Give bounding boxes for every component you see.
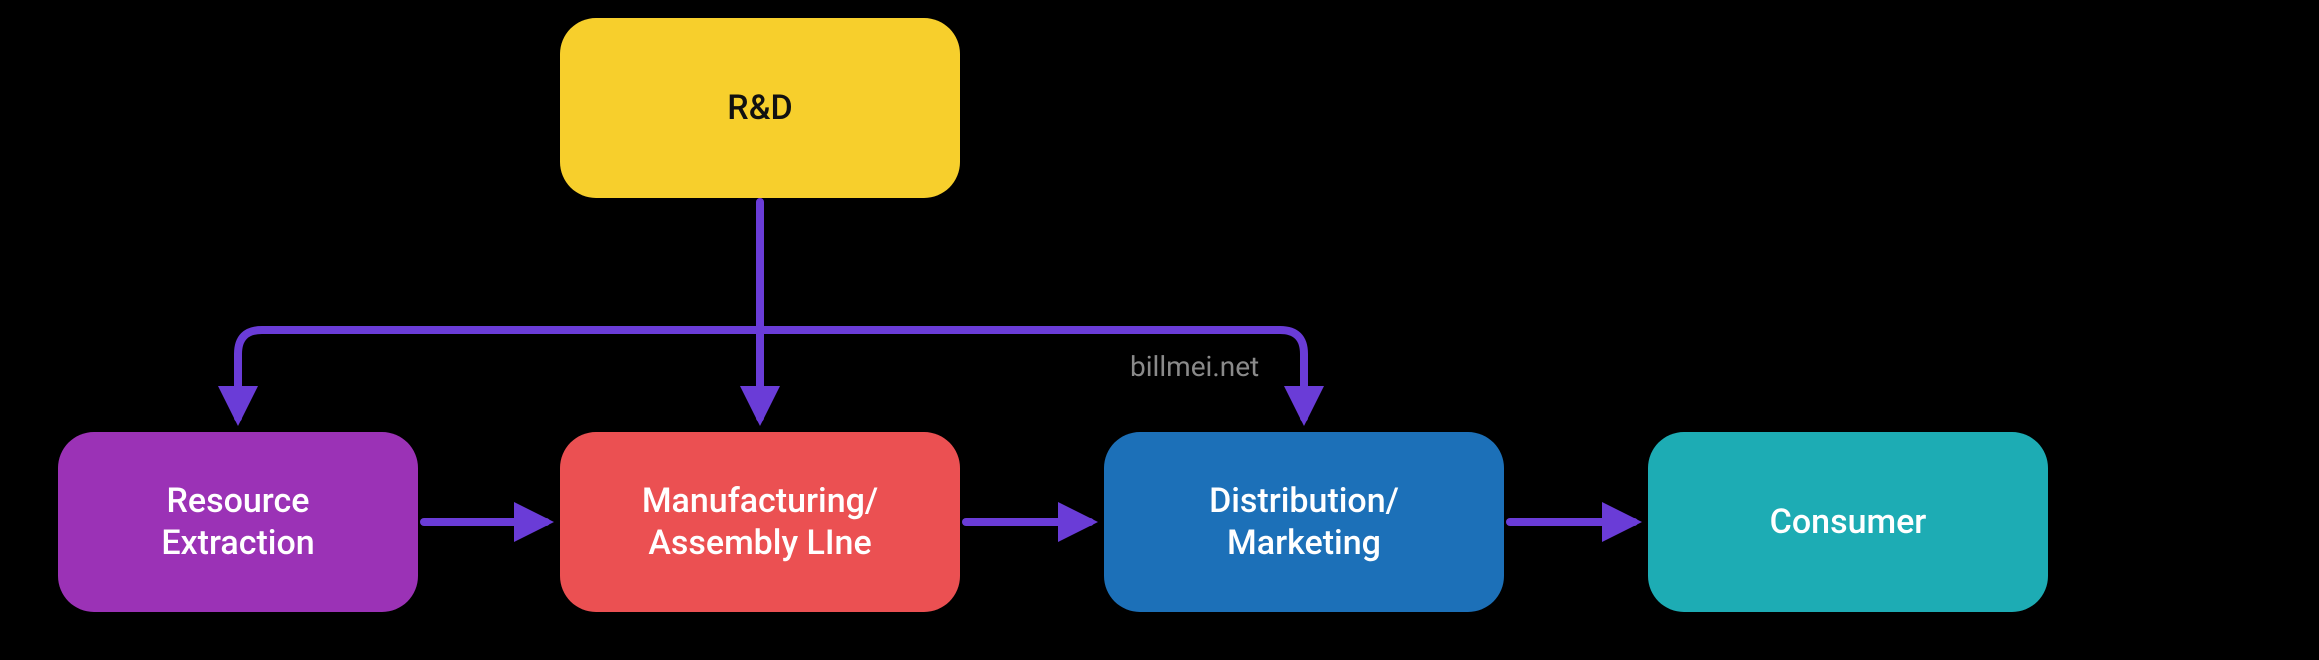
- node-consumer: Consumer: [1648, 432, 2048, 612]
- node-consumer-label: Consumer: [1770, 501, 1927, 544]
- watermark-text: billmei.net: [1130, 350, 1259, 383]
- node-manufacturing-label: Manufacturing/ Assembly LIne: [592, 480, 928, 565]
- watermark-label: billmei.net: [1130, 350, 1259, 383]
- node-resource-label: Resource Extraction: [90, 480, 386, 565]
- node-manufacturing: Manufacturing/ Assembly LIne: [560, 432, 960, 612]
- node-rd: R&D: [560, 18, 960, 198]
- node-distribution: Distribution/ Marketing: [1104, 432, 1504, 612]
- node-distribution-label: Distribution/ Marketing: [1136, 480, 1472, 565]
- node-rd-label: R&D: [727, 87, 792, 130]
- diagram-stage: R&D Resource Extraction Manufacturing/ A…: [0, 0, 2319, 660]
- node-resource: Resource Extraction: [58, 432, 418, 612]
